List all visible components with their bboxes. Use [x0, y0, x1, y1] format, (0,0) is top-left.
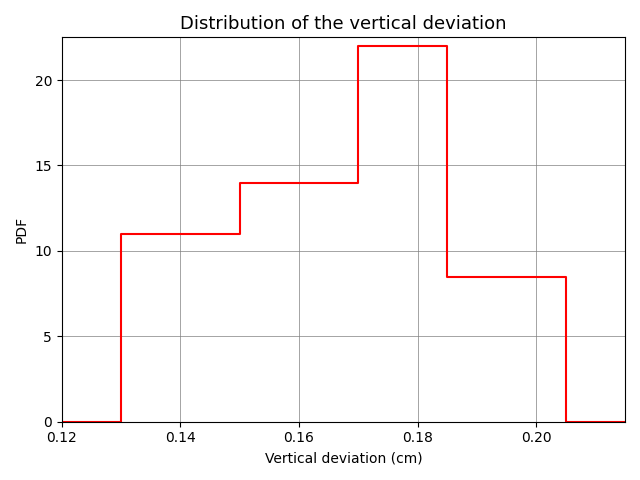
Title: Distribution of the vertical deviation: Distribution of the vertical deviation: [180, 15, 507, 33]
X-axis label: Vertical deviation (cm): Vertical deviation (cm): [264, 451, 422, 465]
Y-axis label: PDF: PDF: [15, 216, 29, 243]
